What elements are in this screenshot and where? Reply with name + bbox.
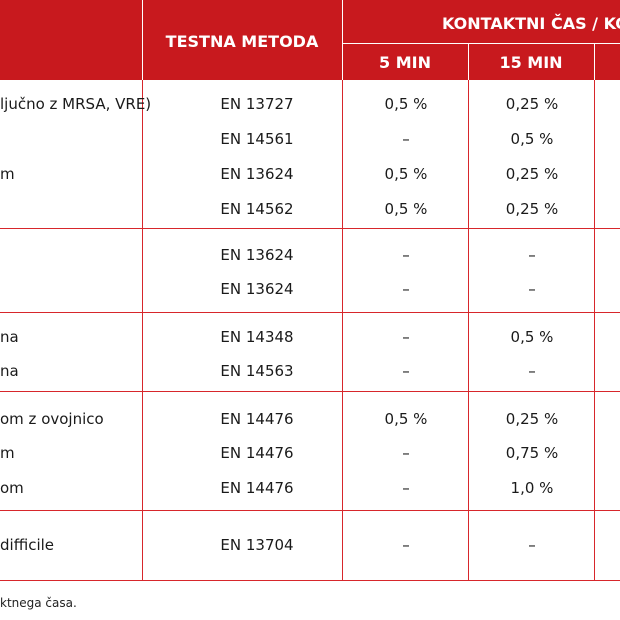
organism-cell: om [0, 479, 24, 497]
value-5min-cell: – [402, 444, 410, 462]
method-cell: EN 14561 [220, 130, 294, 148]
col-header-15min: 15 MIN [499, 53, 563, 72]
value-5min-cell: 0,5 % [384, 200, 428, 218]
group-divider [0, 510, 620, 511]
value-5min-cell: – [402, 362, 410, 380]
method-cell: EN 14476 [220, 479, 294, 497]
organism-cell: difficile [0, 536, 55, 554]
header-divider [468, 43, 469, 80]
value-15min-cell: – [528, 246, 536, 264]
group-divider [0, 228, 620, 229]
grid-line [468, 80, 469, 580]
grid-line [342, 80, 343, 580]
organism-cell: na [0, 362, 19, 380]
header-divider [594, 43, 595, 80]
organism-cell: ljučno z MRSA, VRE) [0, 95, 152, 113]
value-5min-cell: – [402, 130, 410, 148]
value-15min-cell: 0,75 % [505, 444, 559, 462]
value-5min-cell: 0,5 % [384, 165, 428, 183]
method-cell: EN 14476 [220, 410, 294, 428]
col-header-contact-time: KONTAKTNI ČAS / KO [442, 14, 620, 33]
col-header-method: TESTNA METODA [165, 32, 319, 51]
organism-cell: m [0, 444, 15, 462]
table-header [0, 0, 620, 80]
header-divider [142, 0, 143, 80]
organism-cell: na [0, 328, 19, 346]
header-divider [342, 0, 343, 80]
header-divider [342, 43, 620, 44]
method-cell: EN 14562 [220, 200, 294, 218]
value-5min-cell: 0,5 % [384, 95, 428, 113]
value-15min-cell: 0,5 % [510, 328, 554, 346]
method-cell: EN 13624 [220, 165, 294, 183]
value-15min-cell: 0,25 % [505, 95, 559, 113]
grid-line [594, 80, 595, 580]
table-bottom-border [0, 580, 620, 581]
col-header-5min: 5 MIN [379, 53, 431, 72]
footnote: ktnega časa. [0, 596, 77, 610]
group-divider [0, 391, 620, 392]
grid-line [142, 80, 143, 580]
method-cell: EN 13727 [220, 95, 294, 113]
value-15min-cell: – [528, 536, 536, 554]
value-15min-cell: – [528, 362, 536, 380]
method-cell: EN 13624 [220, 280, 294, 298]
method-cell: EN 14476 [220, 444, 294, 462]
value-5min-cell: – [402, 246, 410, 264]
value-15min-cell: 0,25 % [505, 165, 559, 183]
method-cell: EN 14348 [220, 328, 294, 346]
value-15min-cell: 1,0 % [510, 479, 554, 497]
value-15min-cell: 0,25 % [505, 200, 559, 218]
group-divider [0, 312, 620, 313]
value-5min-cell: – [402, 479, 410, 497]
value-15min-cell: 0,5 % [510, 130, 554, 148]
value-5min-cell: – [402, 328, 410, 346]
value-5min-cell: 0,5 % [384, 410, 428, 428]
value-5min-cell: – [402, 536, 410, 554]
value-15min-cell: – [528, 280, 536, 298]
value-15min-cell: 0,25 % [505, 410, 559, 428]
value-5min-cell: – [402, 280, 410, 298]
organism-cell: m [0, 165, 15, 183]
method-cell: EN 13624 [220, 246, 294, 264]
method-cell: EN 13704 [220, 536, 294, 554]
method-cell: EN 14563 [220, 362, 294, 380]
organism-cell: om z ovojnico [0, 410, 104, 428]
